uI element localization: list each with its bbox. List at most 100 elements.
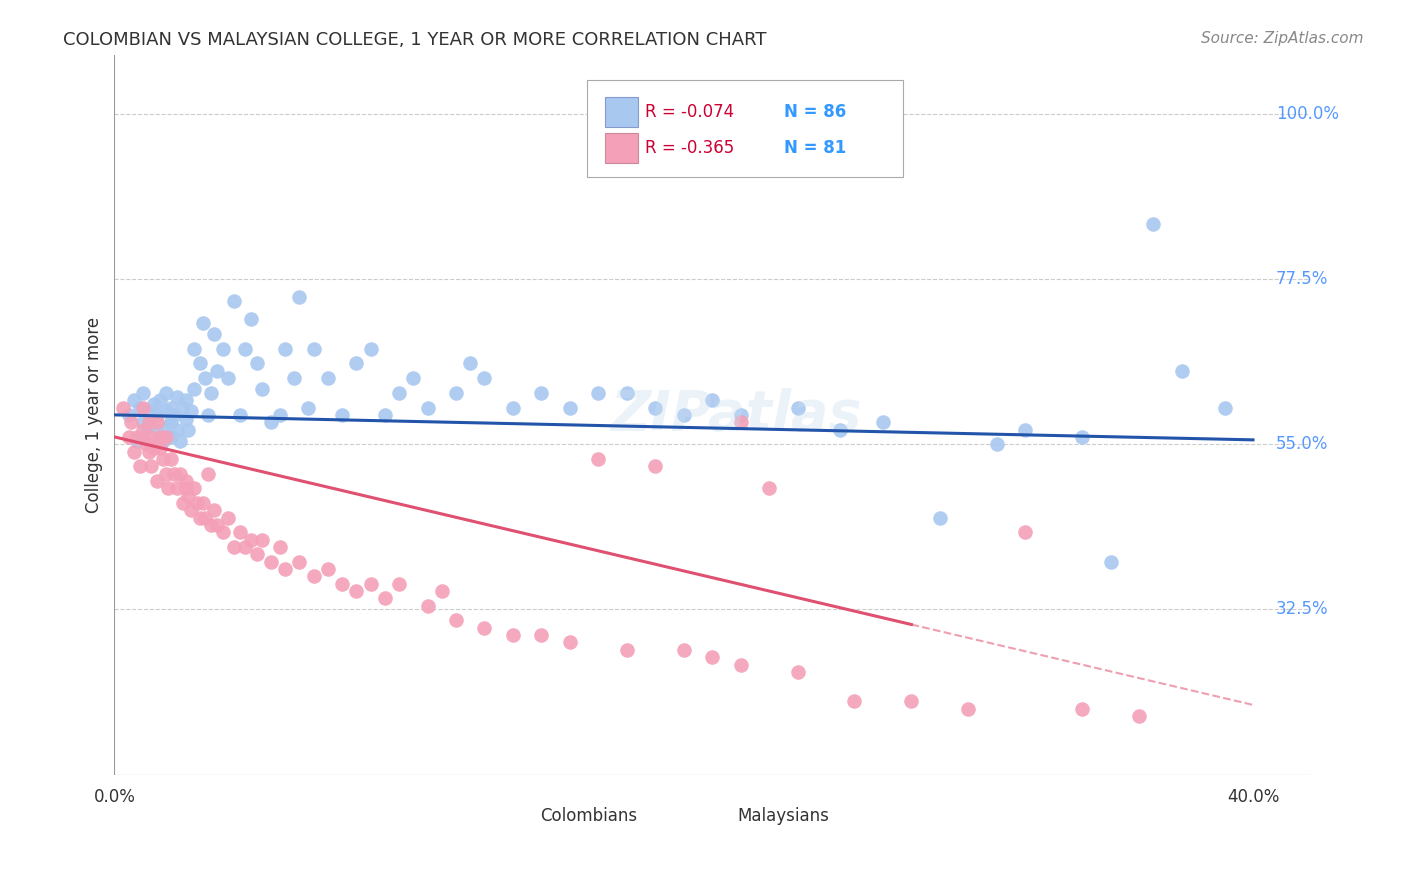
Point xyxy=(211,342,233,356)
Point xyxy=(297,401,319,415)
Text: N = 81: N = 81 xyxy=(785,139,846,157)
Text: R = -0.365: R = -0.365 xyxy=(645,139,734,157)
Point xyxy=(160,415,183,429)
Point xyxy=(616,643,638,657)
Text: 32.5%: 32.5% xyxy=(1275,600,1329,618)
Point xyxy=(986,437,1008,451)
Point xyxy=(143,441,166,455)
Point xyxy=(316,371,339,385)
Point xyxy=(252,533,274,547)
Point xyxy=(163,467,186,481)
Point xyxy=(129,401,152,415)
Point xyxy=(200,385,222,400)
Point xyxy=(228,408,250,422)
Point xyxy=(316,562,339,576)
Point xyxy=(474,371,496,385)
Point xyxy=(155,404,177,418)
Point xyxy=(458,357,481,371)
Point xyxy=(872,415,894,429)
Point xyxy=(1099,555,1122,569)
Point xyxy=(530,385,553,400)
Point xyxy=(588,452,610,467)
Point xyxy=(197,467,219,481)
Point xyxy=(260,415,283,429)
Point xyxy=(174,411,197,425)
Point xyxy=(1071,430,1094,444)
Point xyxy=(1171,364,1194,378)
Point xyxy=(588,385,610,400)
Text: R = -0.074: R = -0.074 xyxy=(645,103,734,121)
Point xyxy=(252,382,274,396)
Point xyxy=(166,481,188,495)
Point xyxy=(402,371,425,385)
Point xyxy=(177,489,200,503)
Point xyxy=(197,408,219,422)
Point xyxy=(730,657,752,672)
Point xyxy=(502,401,524,415)
Point xyxy=(183,481,205,495)
Point xyxy=(283,371,305,385)
Point xyxy=(169,467,191,481)
Point xyxy=(169,434,191,448)
Point xyxy=(672,643,695,657)
Point xyxy=(235,540,257,554)
Point xyxy=(672,408,695,422)
Point xyxy=(132,401,155,415)
Point xyxy=(200,518,222,533)
Point xyxy=(160,430,183,444)
Point xyxy=(222,540,245,554)
Point xyxy=(138,444,160,458)
Point xyxy=(149,393,172,408)
Point xyxy=(374,591,396,606)
Point xyxy=(302,342,325,356)
Point xyxy=(117,408,139,422)
FancyBboxPatch shape xyxy=(586,80,904,178)
Point xyxy=(146,408,169,422)
Point xyxy=(146,415,169,429)
Point xyxy=(124,444,146,458)
Bar xyxy=(605,133,638,163)
Point xyxy=(444,385,467,400)
Point xyxy=(330,576,353,591)
Point xyxy=(269,408,291,422)
Point xyxy=(1142,217,1164,231)
Point xyxy=(240,533,263,547)
Point xyxy=(174,481,197,495)
Point xyxy=(211,525,233,540)
Point xyxy=(166,390,188,404)
Point xyxy=(152,452,174,467)
Y-axis label: College, 1 year or more: College, 1 year or more xyxy=(86,317,103,513)
Point xyxy=(180,503,202,517)
Point xyxy=(194,510,217,524)
Point xyxy=(288,555,311,569)
Point xyxy=(188,510,211,524)
Point xyxy=(444,614,467,628)
Point xyxy=(149,430,172,444)
Bar xyxy=(605,97,638,127)
Point xyxy=(246,548,269,562)
Point xyxy=(274,342,297,356)
Point xyxy=(260,555,283,569)
Point xyxy=(146,423,169,437)
Point xyxy=(616,385,638,400)
Point xyxy=(702,393,724,408)
Point xyxy=(188,357,211,371)
Point xyxy=(146,474,169,488)
Point xyxy=(141,404,163,418)
Point xyxy=(194,371,217,385)
Point xyxy=(205,364,228,378)
Point xyxy=(644,459,666,474)
Point xyxy=(177,423,200,437)
Point xyxy=(1014,423,1036,437)
Text: 40.0%: 40.0% xyxy=(1227,788,1279,805)
Point xyxy=(702,650,724,665)
Point xyxy=(502,628,524,642)
Point xyxy=(186,496,208,510)
Point xyxy=(202,327,225,342)
Point xyxy=(132,423,155,437)
Point xyxy=(174,474,197,488)
Point xyxy=(132,415,155,429)
Point xyxy=(127,430,149,444)
Point xyxy=(132,430,155,444)
Point xyxy=(132,385,155,400)
